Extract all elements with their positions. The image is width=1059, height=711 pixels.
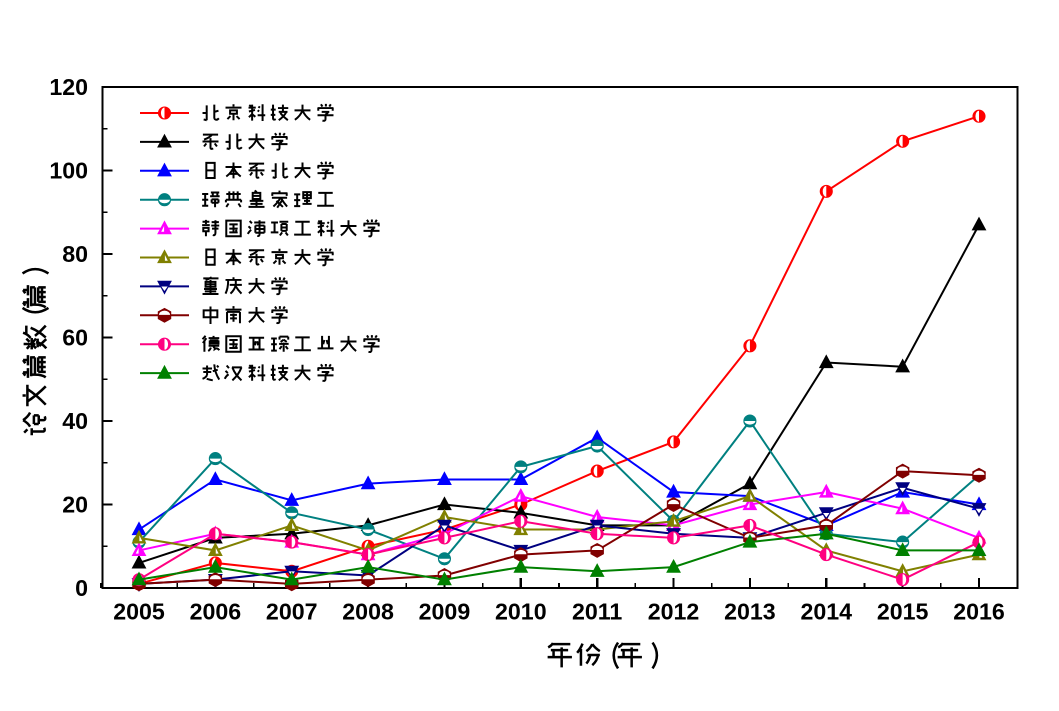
- svg-text:0: 0: [75, 575, 88, 601]
- svg-text:60: 60: [62, 325, 88, 351]
- svg-text:2016: 2016: [953, 599, 1005, 625]
- svg-text:100: 100: [49, 158, 88, 184]
- svg-text:2014: 2014: [800, 599, 852, 625]
- svg-text:2009: 2009: [419, 599, 471, 625]
- svg-text:2005: 2005: [113, 599, 165, 625]
- svg-text:120: 120: [49, 74, 88, 100]
- svg-text:20: 20: [62, 492, 88, 518]
- svg-text:2010: 2010: [495, 599, 547, 625]
- svg-text:2013: 2013: [724, 599, 776, 625]
- svg-text:40: 40: [62, 408, 88, 434]
- svg-text:2007: 2007: [266, 599, 318, 625]
- svg-text:2008: 2008: [342, 599, 394, 625]
- svg-text:2006: 2006: [190, 599, 242, 625]
- svg-text:2011: 2011: [572, 599, 622, 625]
- svg-text:80: 80: [62, 241, 88, 267]
- svg-text:2012: 2012: [648, 599, 700, 625]
- svg-text:2015: 2015: [877, 599, 929, 625]
